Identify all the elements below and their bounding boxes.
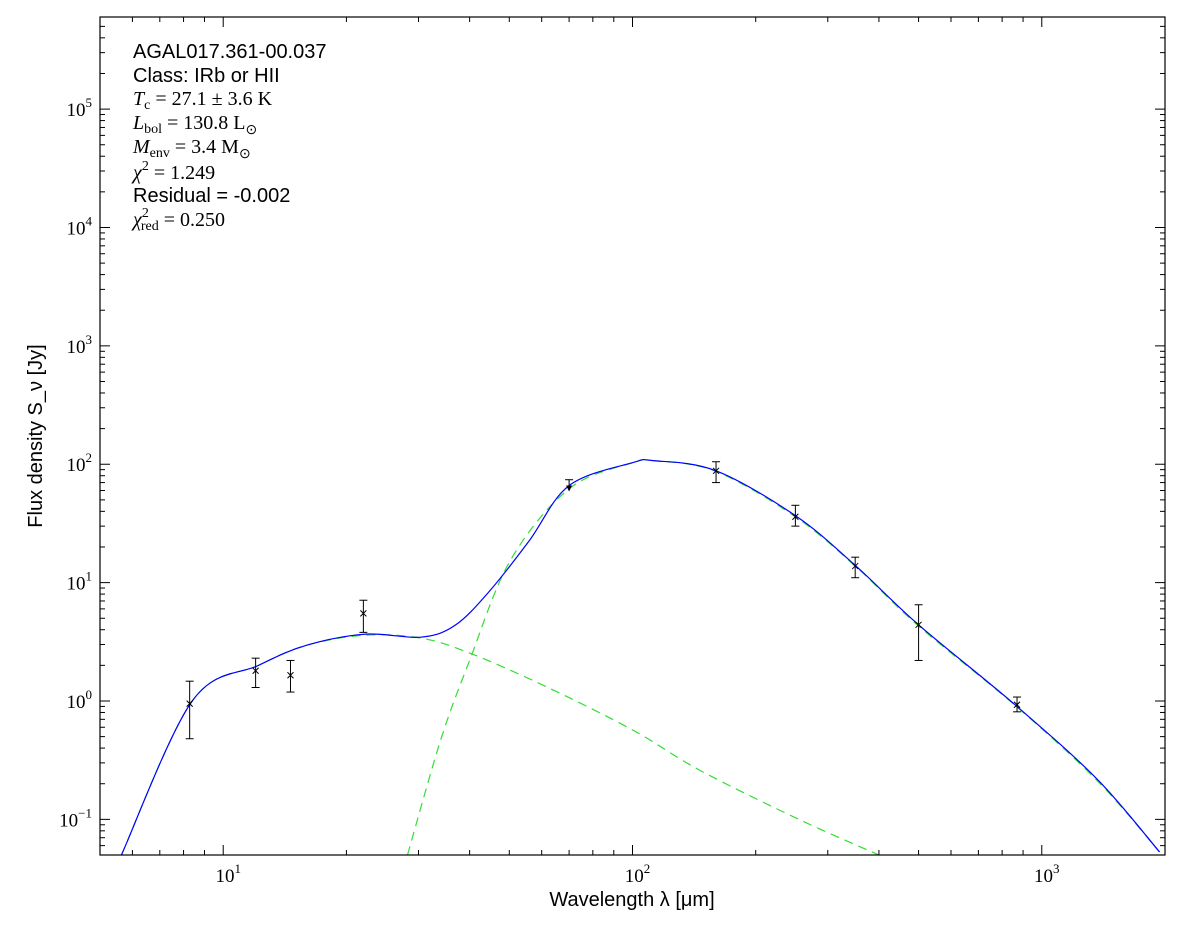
x-tick-label: 102 (625, 861, 651, 887)
data-point (359, 599, 368, 633)
axis-ticks: 101 102 103 10−1 100 101 102 103 104 105 (59, 16, 1166, 887)
data-point (565, 479, 574, 492)
x-axis-label: Wavelength λ [μm] (549, 889, 714, 911)
y-tick-label: 100 (67, 687, 93, 713)
x-tick-label: 101 (215, 861, 241, 887)
x-marker (287, 671, 294, 679)
x-marker (915, 621, 922, 629)
data-points (185, 461, 1022, 740)
mass-label: Menv = 3.4 M⊙ (132, 136, 251, 162)
upper-limit-arrow (566, 485, 573, 492)
component-curve-1 (120, 634, 880, 855)
y-tick-label: 104 (67, 213, 93, 239)
x-marker (360, 609, 367, 617)
luminosity-label: Lbol = 130.8 L⊙ (132, 112, 257, 138)
y-tick-label: 103 (67, 332, 93, 358)
temperature-label: Tc = 27.1 ± 3.6 K (133, 88, 273, 113)
x-tick-label: 103 (1034, 861, 1060, 887)
data-point (286, 659, 295, 693)
source-name: AGAL017.361-00.037 (133, 41, 327, 63)
data-point (1013, 696, 1022, 713)
x-marker (186, 700, 194, 707)
y-tick-label: 101 (67, 569, 93, 595)
component-curve-2 (406, 458, 1161, 855)
data-point (914, 604, 923, 661)
chi2-label: χ2 = 1.249 (131, 159, 215, 184)
x-marker (792, 513, 799, 521)
y-tick-label: 10−1 (59, 805, 92, 831)
data-point (851, 556, 860, 579)
residual-label: Residual = -0.002 (133, 185, 290, 207)
data-point (712, 461, 721, 484)
x-marker (1013, 701, 1021, 709)
model-curves (120, 458, 1161, 855)
annotation-box: AGAL017.361-00.037 Class: IRb or HII Tc … (131, 41, 327, 234)
chi2-reduced-label: χ2 red = 0.250 (131, 206, 225, 234)
data-point (185, 680, 194, 740)
x-marker (712, 467, 720, 475)
x-marker (252, 667, 259, 675)
x-marker (851, 562, 859, 570)
y-tick-label: 102 (67, 450, 93, 476)
y-axis-label: Flux density S_ν [Jy] (25, 344, 47, 527)
total-fit-curve (120, 459, 1161, 855)
source-class: Class: IRb or HII (133, 65, 280, 87)
data-point (251, 657, 260, 689)
y-tick-label: 105 (67, 95, 93, 121)
data-point (791, 504, 800, 527)
